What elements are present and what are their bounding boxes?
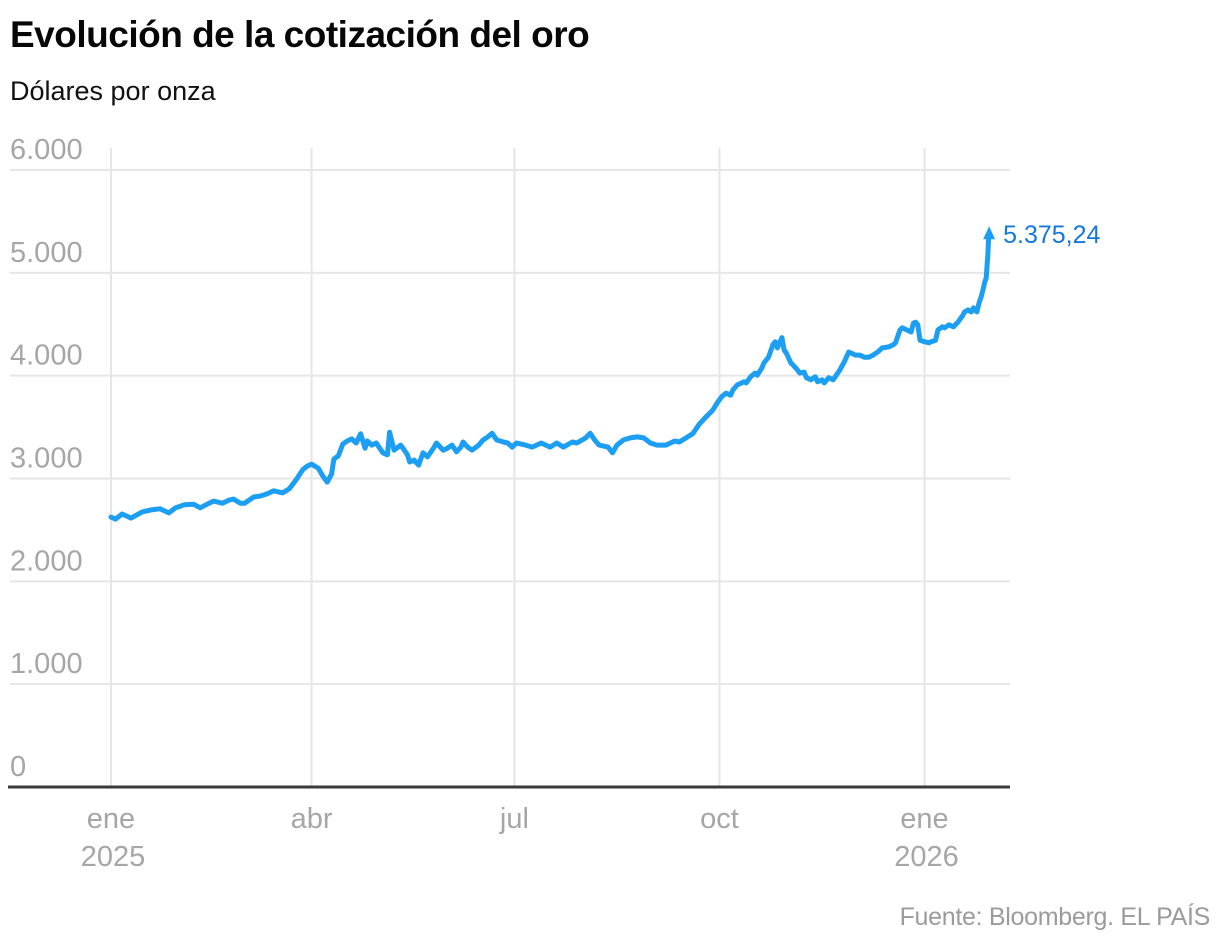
chart-title: Evolución de la cotización del oro	[10, 14, 590, 55]
y-axis-tick-label: 4.000	[10, 340, 83, 372]
last-value-label: 5.375,24	[1003, 221, 1100, 249]
x-axis-tick-label: oct	[700, 803, 739, 835]
x-axis-tick-year-label: 2025	[81, 841, 146, 873]
line-end-arrow-icon	[983, 226, 996, 240]
x-axis-tick-year-label: 2026	[894, 841, 959, 873]
x-axis-tick-label: jul	[499, 803, 529, 835]
y-axis-tick-label: 5.000	[10, 237, 83, 269]
y-axis-tick-label: 6.000	[10, 134, 83, 166]
y-axis-tick-label: 0	[10, 751, 26, 783]
x-axis-tick-label: ene	[87, 803, 135, 835]
x-axis-tick-label: ene	[900, 803, 948, 835]
chart-subtitle: Dólares por onza	[10, 76, 216, 106]
chart-source: Fuente: Bloomberg. EL PAÍS	[899, 903, 1211, 931]
gold-price-line	[108, 231, 992, 522]
x-axis-tick-label: abr	[291, 803, 333, 835]
y-axis-tick-label: 2.000	[10, 545, 83, 577]
y-axis-tick-label: 3.000	[10, 443, 83, 475]
y-axis-tick-label: 1.000	[10, 648, 83, 680]
